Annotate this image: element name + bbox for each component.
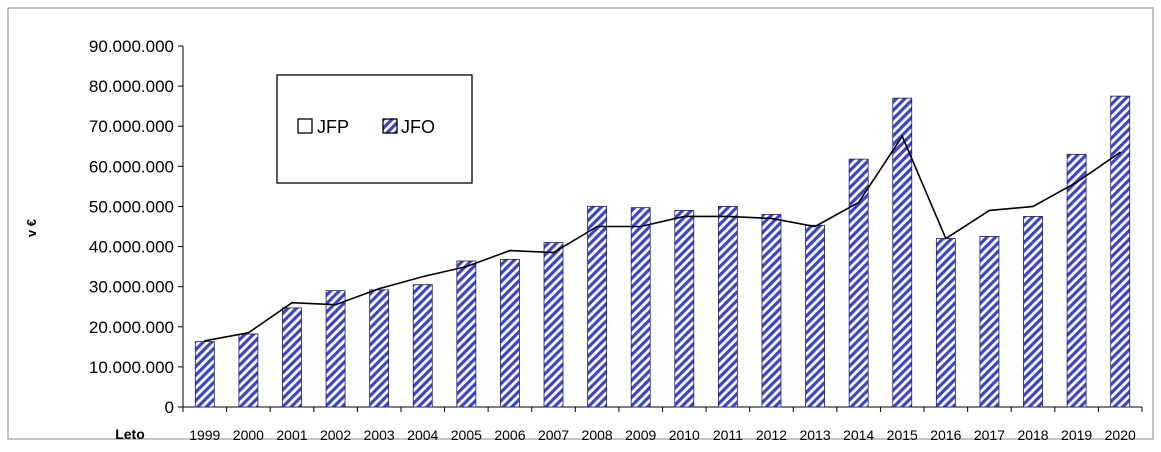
y-tick-label: 10.000.000 [89,358,174,377]
bar-jfo [892,97,913,408]
bar-jfo [587,206,608,408]
line-jfp [203,134,1122,342]
y-tick-label: 80.000.000 [89,77,174,96]
bar-jfo [717,206,738,408]
x-tick-label: 2011 [713,427,743,443]
point-jfp [203,340,206,342]
point-jfp [770,217,773,220]
point-jfp [857,201,860,204]
x-axis-label: Leto [115,426,145,442]
bar-jfo [238,333,259,408]
point-jfp [334,303,337,306]
point-jfp [596,225,598,228]
point-jfp [814,225,816,228]
x-tick-label: 2001 [276,427,307,443]
point-jfp [639,225,642,228]
bar-jfo [325,290,346,408]
bar-jfo [543,242,564,408]
bar-jfo [412,284,433,408]
x-tick-label: 1999 [189,427,220,443]
legend-swatch-jfp [297,118,313,134]
bar-jfo [1023,216,1043,408]
point-jfp [727,215,729,218]
bar-jfo [500,258,520,408]
bar-jfo [805,224,825,408]
bars-jfo [194,95,1131,408]
x-tick-label: 2006 [494,427,525,443]
y-tick-label: 50.000.000 [89,197,174,216]
x-tick-label: 2020 [1105,427,1136,443]
bar-jfo [848,158,869,408]
x-tick-label: 2000 [233,427,264,443]
x-tick-label: 2010 [669,427,700,443]
x-tick-label: 2014 [843,427,874,443]
y-axis-label: v € [24,219,39,237]
bar-jfo [1066,153,1087,408]
legend-label-jfp: JFP [317,117,349,137]
x-tick-label: 2013 [799,427,830,443]
point-jfp [291,301,293,304]
bar-jfo [456,260,477,408]
y-tick-label: 0 [165,398,174,417]
x-tick-label: 2017 [974,427,1005,443]
point-jfp [1119,151,1122,154]
y-tick-label: 90.000.000 [89,37,174,56]
x-tick-label: 2005 [451,427,482,443]
x-tick-label: 2002 [320,427,351,443]
x-tick-label: 2007 [538,427,569,443]
bar-jfo [979,236,1000,408]
point-jfp [509,249,511,252]
bar-jfo [674,210,695,408]
bar-jfo [194,341,215,408]
bar-jfo [761,214,782,408]
bar-jfo [630,207,651,408]
point-jfp [421,275,424,278]
x-tick-label: 2018 [1017,427,1048,443]
x-tick-label: 2009 [625,427,656,443]
x-tick-label: 2019 [1061,427,1092,443]
legend: JFP JFO [276,74,473,184]
point-jfp [552,251,555,254]
point-jfp [378,287,380,290]
bar-jfo [1110,95,1131,408]
point-jfp [247,331,250,334]
x-tick-label: 2012 [756,427,787,443]
point-jfp [465,265,468,268]
bar-jfo [282,307,302,408]
legend-label-jfo: JFO [401,117,435,137]
x-tick-label: 2016 [930,427,961,443]
x-tick-label: 2015 [887,427,918,443]
x-tick-label: 2008 [582,427,613,443]
bar-jfo [369,289,390,408]
y-tick-label: 30.000.000 [89,278,174,297]
point-jfp [945,237,947,240]
y-tick-label: 60.000.000 [89,157,174,176]
y-tick-label: 40.000.000 [89,238,174,257]
y-tick-label: 20.000.000 [89,318,174,337]
x-tick-label: 2003 [364,427,395,443]
x-axis: 1999 2000 2001 2002 2003 2004 2005 2006 2007 2008… [182,406,1143,443]
point-jfp [901,135,904,138]
legend-swatch-jfo [382,118,398,134]
point-jfp [1075,181,1078,184]
point-jfp [683,215,686,218]
bar-jfo [935,238,956,408]
y-axis: 0 10.000.000 20.000.000 30.000.000 40.000.00… [89,37,184,417]
line-jfp-path [204,134,1121,342]
x-tick-label: 2004 [407,427,438,443]
point-jfp [1032,205,1034,208]
y-tick-label: 70.000.000 [89,117,174,136]
point-jfp [988,209,991,212]
